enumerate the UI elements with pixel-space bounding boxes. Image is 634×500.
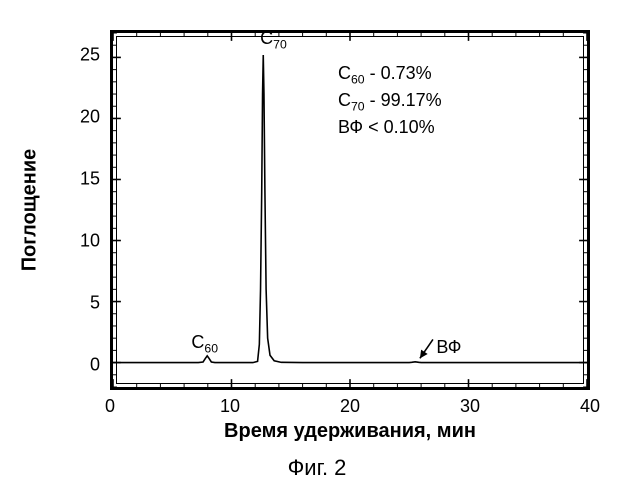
- y-tick-label: 15: [80, 168, 100, 189]
- x-tick-label: 40: [580, 396, 600, 417]
- y-tick-label: 0: [90, 355, 100, 376]
- x-tick-label: 20: [340, 396, 360, 417]
- x-tick-label: 30: [460, 396, 480, 417]
- y-tick-label: 10: [80, 231, 100, 252]
- composition-annotation: C60 - 0.73%C70 - 99.17%ВФ < 0.10%: [338, 61, 442, 140]
- x-tick-label: 0: [105, 396, 115, 417]
- peak-label-c60: C60: [191, 332, 218, 356]
- peak-label-c70: C70: [260, 28, 287, 52]
- y-tick-label: 20: [80, 106, 100, 127]
- y-axis-title: Поглощение: [19, 149, 42, 272]
- y-tick-label: 25: [80, 44, 100, 65]
- x-axis-title: Время удерживания, мин: [224, 420, 476, 443]
- peak-label-vf: ВФ: [436, 337, 461, 358]
- figure-caption: Фиг. 2: [288, 455, 347, 481]
- x-tick-label: 10: [220, 396, 240, 417]
- y-tick-label: 5: [90, 293, 100, 314]
